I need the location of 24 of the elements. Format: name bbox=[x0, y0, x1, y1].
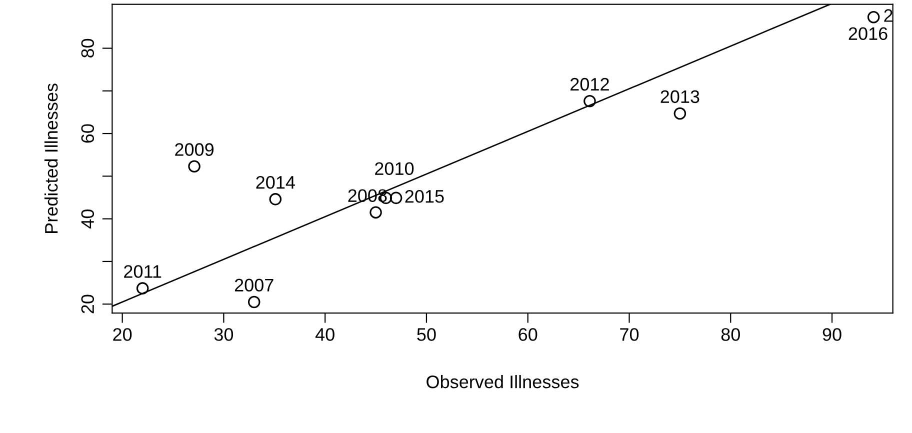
x-tick-label: 40 bbox=[315, 328, 334, 341]
annotation: 2010 bbox=[375, 162, 414, 175]
annotation: 2009 bbox=[175, 143, 214, 156]
y-tick-label: 40 bbox=[81, 209, 94, 228]
annotation: 2013 bbox=[660, 90, 700, 104]
annotation: 2007 bbox=[234, 278, 274, 292]
x-tick-label: 50 bbox=[417, 328, 436, 341]
x-tick-label: 60 bbox=[518, 328, 538, 341]
annotation: 2012 bbox=[570, 78, 609, 91]
annotation: 2 bbox=[884, 9, 892, 22]
y-tick-label: 60 bbox=[81, 124, 94, 143]
y-tick-label: 20 bbox=[81, 294, 94, 314]
x-tick-label: 20 bbox=[113, 328, 132, 341]
y-axis-title: Predicted Illnesses bbox=[44, 84, 58, 233]
annotation: 2014 bbox=[256, 176, 295, 189]
x-tick-label: 70 bbox=[620, 328, 639, 341]
x-tick-label: 90 bbox=[822, 328, 842, 341]
x-axis-title: Observed Illnesses bbox=[426, 375, 579, 388]
annotation: 2015 bbox=[405, 190, 444, 203]
annotation: 2016 bbox=[848, 27, 888, 40]
y-tick-label: 80 bbox=[81, 38, 94, 58]
annotation: 2011 bbox=[124, 265, 162, 278]
x-tick-label: 30 bbox=[214, 328, 234, 341]
x-tick-label: 80 bbox=[721, 328, 740, 341]
